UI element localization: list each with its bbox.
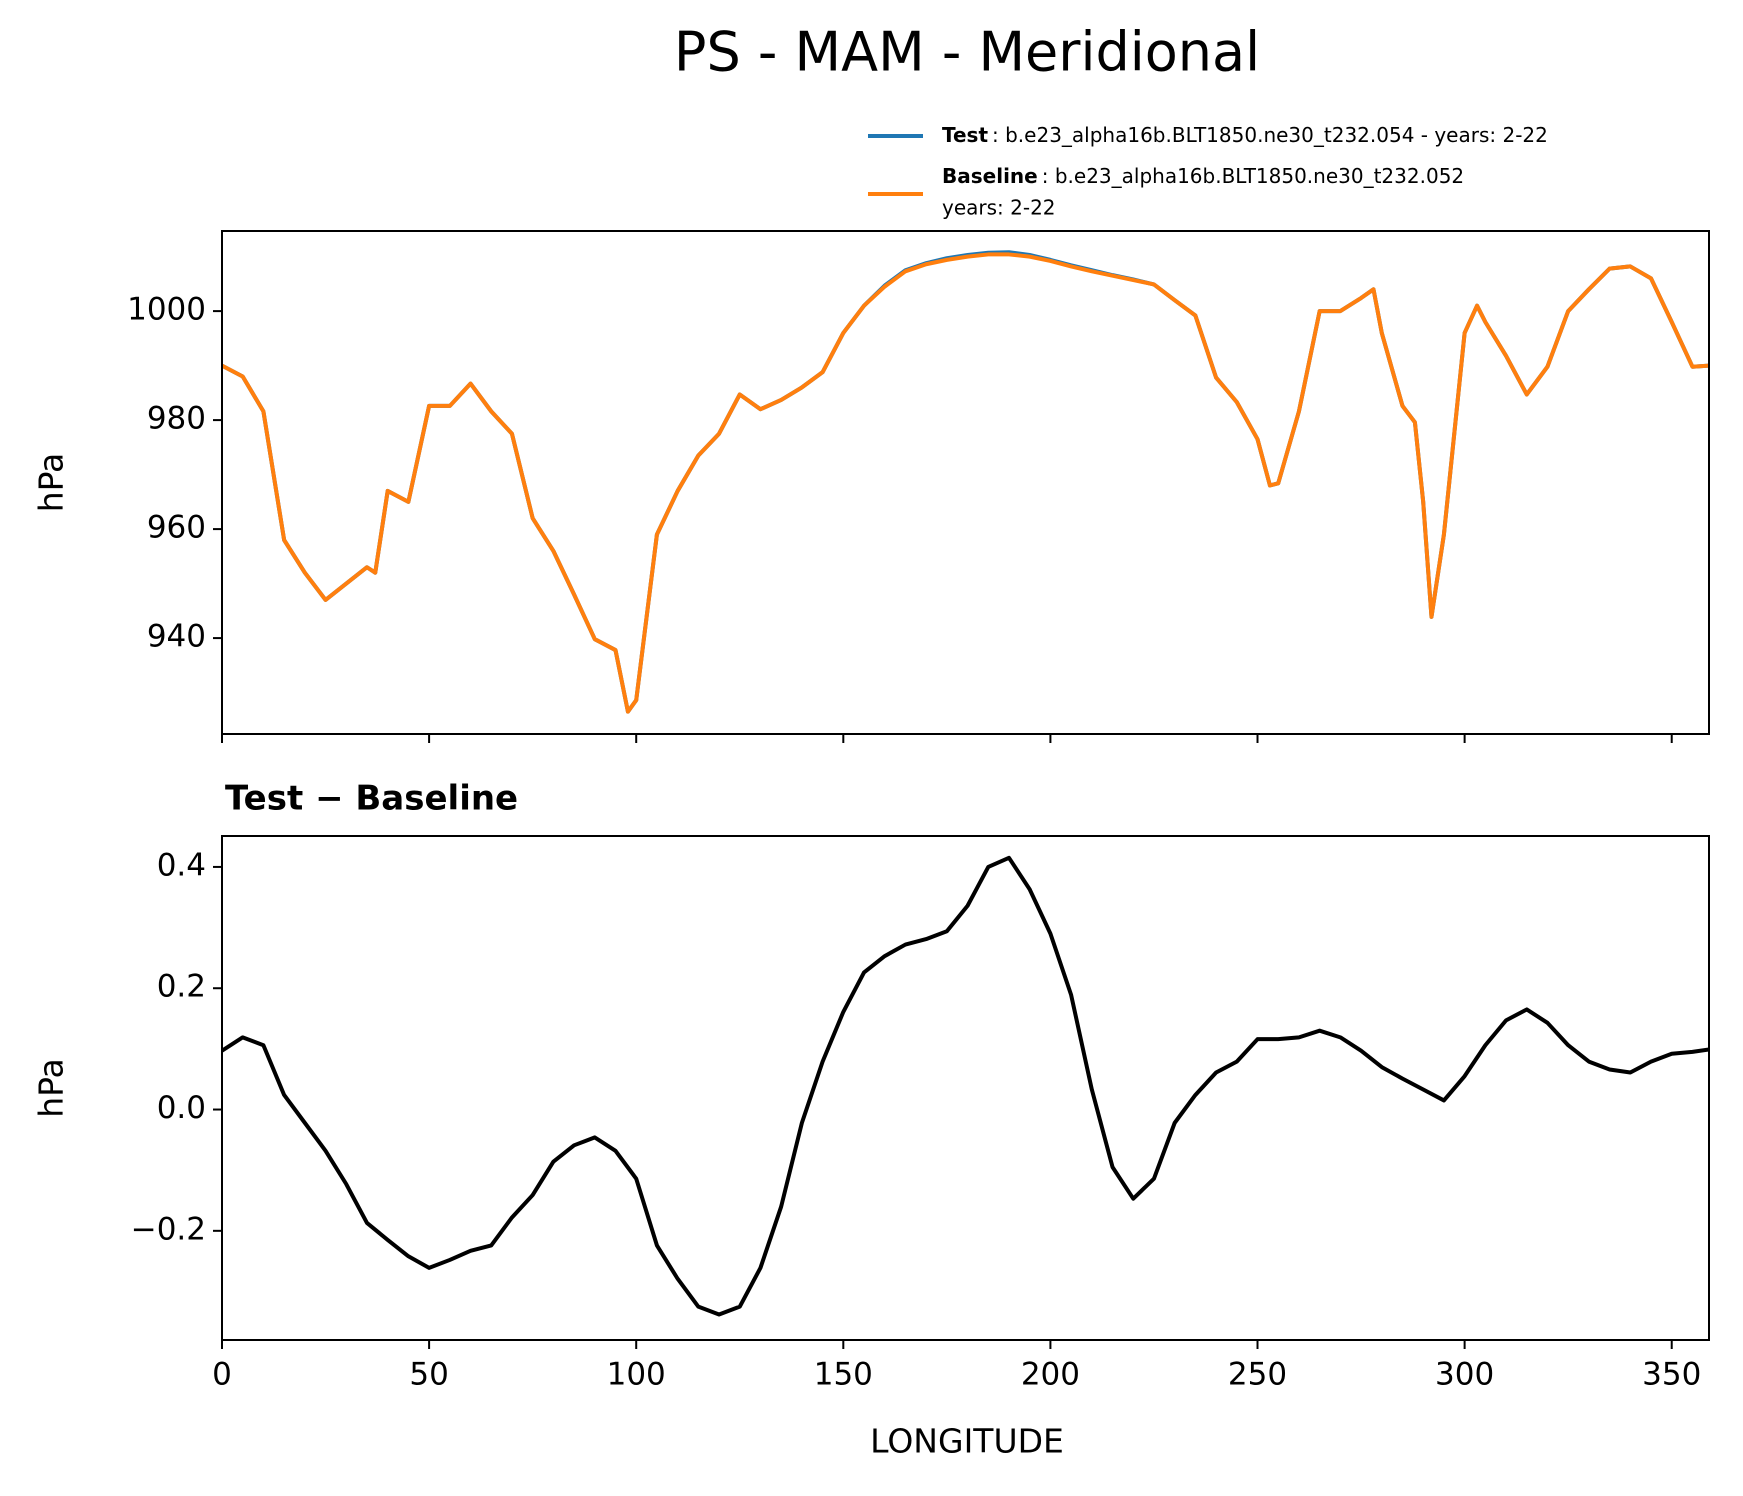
y-tick-label: 1000 [127,292,206,328]
plot-area [222,250,1709,714]
y-tick-label: −0.2 [131,1211,206,1247]
y-tick-label: 0.4 [157,847,206,883]
x-tick-label: 150 [814,1357,873,1393]
y-tick-label: 0.2 [157,969,206,1005]
legend-label: : b.e23_alpha16b.BLT1850.ne30_t232.054 -… [992,123,1548,147]
x-axis-label: LONGITUDE [870,1422,1064,1461]
y-axis-label: hPa [32,453,71,513]
x-tick-label: 200 [1021,1357,1080,1393]
x-tick-label: 350 [1642,1357,1701,1393]
data-line [222,252,1709,714]
x-tick-label: 250 [1228,1357,1287,1393]
legend-name: Baseline [942,164,1038,188]
subplot-title: Test − Baseline [225,779,518,819]
legend-name: Test [942,123,988,147]
y-tick-label: 960 [147,510,206,546]
x-tick-label: 300 [1435,1357,1494,1393]
plot-area [222,855,1709,1317]
figure-title: PS - MAM - Meridional [674,21,1260,84]
axes-frame [221,835,1710,1341]
y-tick-label: 940 [147,619,206,655]
x-tick-label: 50 [409,1357,448,1393]
legend-label: years: 2-22 [942,196,1056,220]
legend-label: : b.e23_alpha16b.BLT1850.ne30_t232.052 [1042,164,1464,188]
y-axis-label: hPa [32,1058,71,1118]
x-tick-label: 100 [607,1357,666,1393]
x-tick-label: 0 [212,1357,232,1393]
y-tick-label: 980 [147,401,206,437]
y-tick-label: 0.0 [157,1090,206,1126]
legend-entry: Test: b.e23_alpha16b.BLT1850.ne30_t232.0… [942,123,1548,147]
legend-entry: Baseline: b.e23_alpha16b.BLT1850.ne30_t2… [942,164,1464,188]
axes-frame [221,230,1710,735]
data-line [222,855,1709,1317]
